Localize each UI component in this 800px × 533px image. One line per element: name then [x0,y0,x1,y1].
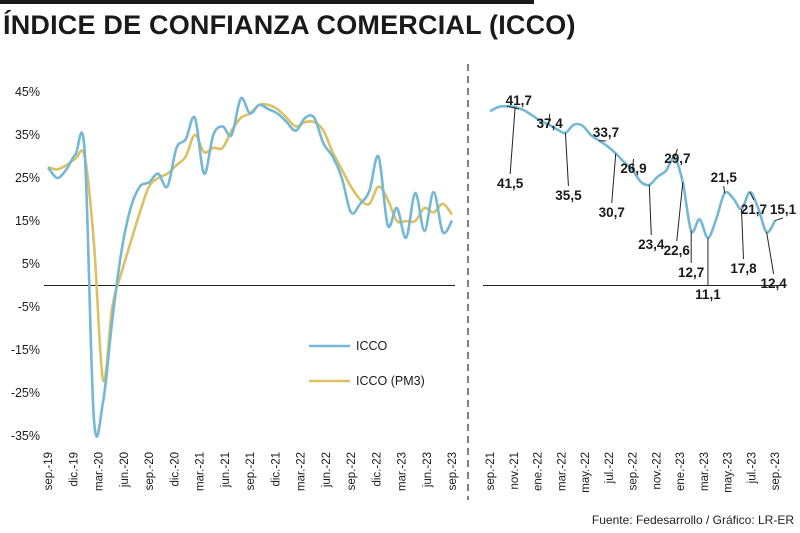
left-x-axis: sep.-19 dic.-19 mar.-20 jun.-20 sep.-20 dic.-… [43,452,459,491]
legend-label: ICCO (PM3) [356,374,425,388]
chart-title: ÍNDICE DE CONFIANZA COMERCIAL (ICCO) [3,10,576,40]
data-label: 12,4 [760,276,787,291]
data-label: 11,1 [695,287,721,302]
x-tick-label: jun.-20 [119,452,131,488]
icco-line [46,96,454,438]
label-leader [506,105,519,110]
label-leader [548,113,551,125]
x-tick-label: ene.-22 [533,452,545,491]
icco-pm3-line [47,102,454,383]
x-tick-label: sep.-23 [447,452,459,490]
label-leader [648,184,652,236]
x-tick-label: sep.-22 [346,452,358,490]
y-tick-label: -25% [11,386,40,400]
x-tick-label: jun.-22 [321,452,333,488]
x-tick-label: jun.-23 [422,452,434,488]
x-tick-label: sep.-20 [144,452,156,490]
x-tick-label: mar.-22 [296,452,308,491]
x-tick-label: dic.-20 [169,452,181,487]
x-tick-label: sep.-21 [245,452,257,490]
label-leader [509,107,516,175]
label-leader [749,191,755,201]
y-tick-label: 5% [22,257,40,271]
data-label: 33,7 [593,125,619,140]
data-label: 15,1 [770,202,797,217]
x-tick-label: mar.-23 [397,452,409,491]
data-label: 22,6 [664,243,691,258]
x-tick-label: dic.-22 [371,452,383,487]
x-tick-label: may.-22 [580,452,592,493]
data-label: 41,7 [506,93,532,108]
x-tick-label: mar.-22 [556,452,568,491]
x-tick-label: jun.-21 [220,452,232,488]
label-leader [676,182,684,242]
y-tick-label: 35% [15,128,40,142]
right-x-axis: sep.-21 nov.-21 ene.-22 mar.-22 may.-22 jul.-… [485,452,782,493]
title-rule [0,0,534,4]
label-leader [766,232,775,275]
x-tick-label: nov.-21 [509,452,521,490]
label-leader [564,132,569,187]
y-tick-label: -15% [11,343,40,357]
label-leader [673,148,678,158]
data-label: 41,5 [497,176,524,191]
y-tick-label: 45% [15,85,40,99]
data-labels: 41,7 41,5 37,4 35,5 33,7 30,7 26,9 23,4 29,7 22,6… [497,93,797,302]
x-tick-label: jul.-23 [746,452,758,484]
x-tick-label: jul.-22 [604,452,616,484]
label-leader [723,185,726,194]
x-tick-label: mar.-23 [699,452,711,491]
y-tick-label: 25% [15,171,40,185]
y-tick-label: -35% [11,429,40,443]
label-leader [632,158,634,170]
x-tick-label: sep.-23 [770,452,782,490]
x-tick-label: sep.-19 [43,452,55,490]
data-label: 29,7 [664,151,690,166]
data-label: 35,5 [555,188,582,203]
legend-label: ICCO [356,339,388,353]
data-label: 17,8 [730,261,757,276]
data-label: 21,5 [711,170,738,185]
data-label: 26,9 [620,161,646,176]
data-label: 23,4 [638,237,665,252]
x-tick-label: sep.-22 [628,452,640,490]
data-label: 30,7 [599,205,625,220]
y-tick-label: -5% [18,300,40,314]
source-note: Fuente: Fedesarrollo / Gráfico: LR-ER [591,513,794,527]
x-tick-label: nov.-22 [651,452,663,490]
data-label: 12,7 [678,265,704,280]
x-tick-label: mar.-20 [94,452,106,491]
data-label: 37,4 [537,116,564,131]
x-tick-label: ene.-23 [675,452,687,491]
label-leader [740,208,744,260]
left-y-axis: 45% 35% 25% 15% 5% -5% -15% -25% -35% [11,85,40,443]
label-leader [611,153,617,204]
x-tick-label: sep.-21 [485,452,497,490]
legend: ICCO ICCO (PM3) [309,339,425,388]
x-tick-label: may.-23 [723,452,735,493]
data-label: 21,7 [741,202,767,217]
x-tick-label: dic.-19 [68,452,80,487]
label-leader [774,217,784,222]
y-tick-label: 15% [15,214,40,228]
x-tick-label: dic.-21 [270,452,282,487]
x-tick-label: mar.-21 [195,452,207,491]
